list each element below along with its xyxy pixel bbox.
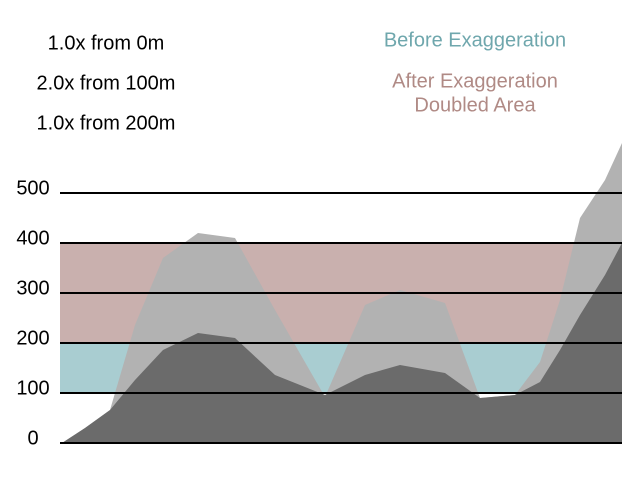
note: 2.0x from 100m <box>37 72 176 94</box>
legend-text: Doubled Area <box>414 94 536 116</box>
y-tick-label: 300 <box>16 277 49 299</box>
y-tick-label: 200 <box>16 327 49 349</box>
legend-text: After Exaggeration <box>392 70 558 92</box>
y-tick-label: 0 <box>27 427 38 449</box>
y-tick-label: 500 <box>16 177 49 199</box>
y-tick-label: 400 <box>16 227 49 249</box>
note: 1.0x from 200m <box>37 112 176 134</box>
y-tick-label: 100 <box>16 377 49 399</box>
legend-text: Before Exaggeration <box>384 29 566 51</box>
note: 1.0x from 0m <box>48 32 165 54</box>
